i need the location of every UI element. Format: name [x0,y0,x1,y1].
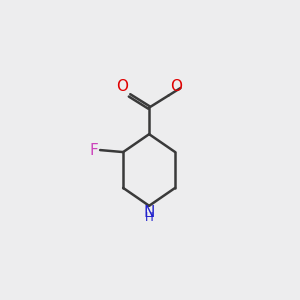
Text: O: O [116,79,128,94]
Text: F: F [89,142,98,158]
Text: H: H [145,211,154,224]
Text: N: N [143,205,155,220]
Text: O: O [170,79,182,94]
